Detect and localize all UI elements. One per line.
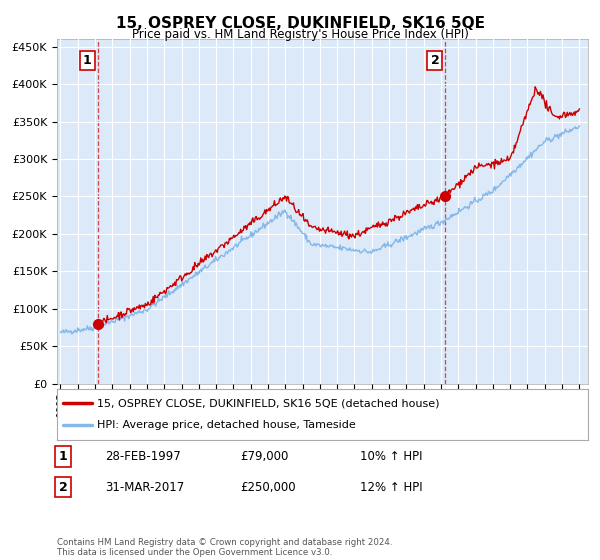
Text: £79,000: £79,000 [240,450,289,463]
Text: 15, OSPREY CLOSE, DUKINFIELD, SK16 5QE: 15, OSPREY CLOSE, DUKINFIELD, SK16 5QE [115,16,485,31]
Text: 1: 1 [83,54,92,67]
Text: 10% ↑ HPI: 10% ↑ HPI [360,450,422,463]
Text: Price paid vs. HM Land Registry's House Price Index (HPI): Price paid vs. HM Land Registry's House … [131,28,469,41]
Text: 15, OSPREY CLOSE, DUKINFIELD, SK16 5QE (detached house): 15, OSPREY CLOSE, DUKINFIELD, SK16 5QE (… [97,398,439,408]
Text: 2: 2 [59,480,67,494]
Text: 2: 2 [431,54,439,67]
Text: HPI: Average price, detached house, Tameside: HPI: Average price, detached house, Tame… [97,421,356,431]
Text: 28-FEB-1997: 28-FEB-1997 [105,450,181,463]
Text: £250,000: £250,000 [240,480,296,494]
Text: 31-MAR-2017: 31-MAR-2017 [105,480,184,494]
Text: 1: 1 [59,450,67,463]
Text: 12% ↑ HPI: 12% ↑ HPI [360,480,422,494]
Text: Contains HM Land Registry data © Crown copyright and database right 2024.
This d: Contains HM Land Registry data © Crown c… [57,538,392,557]
